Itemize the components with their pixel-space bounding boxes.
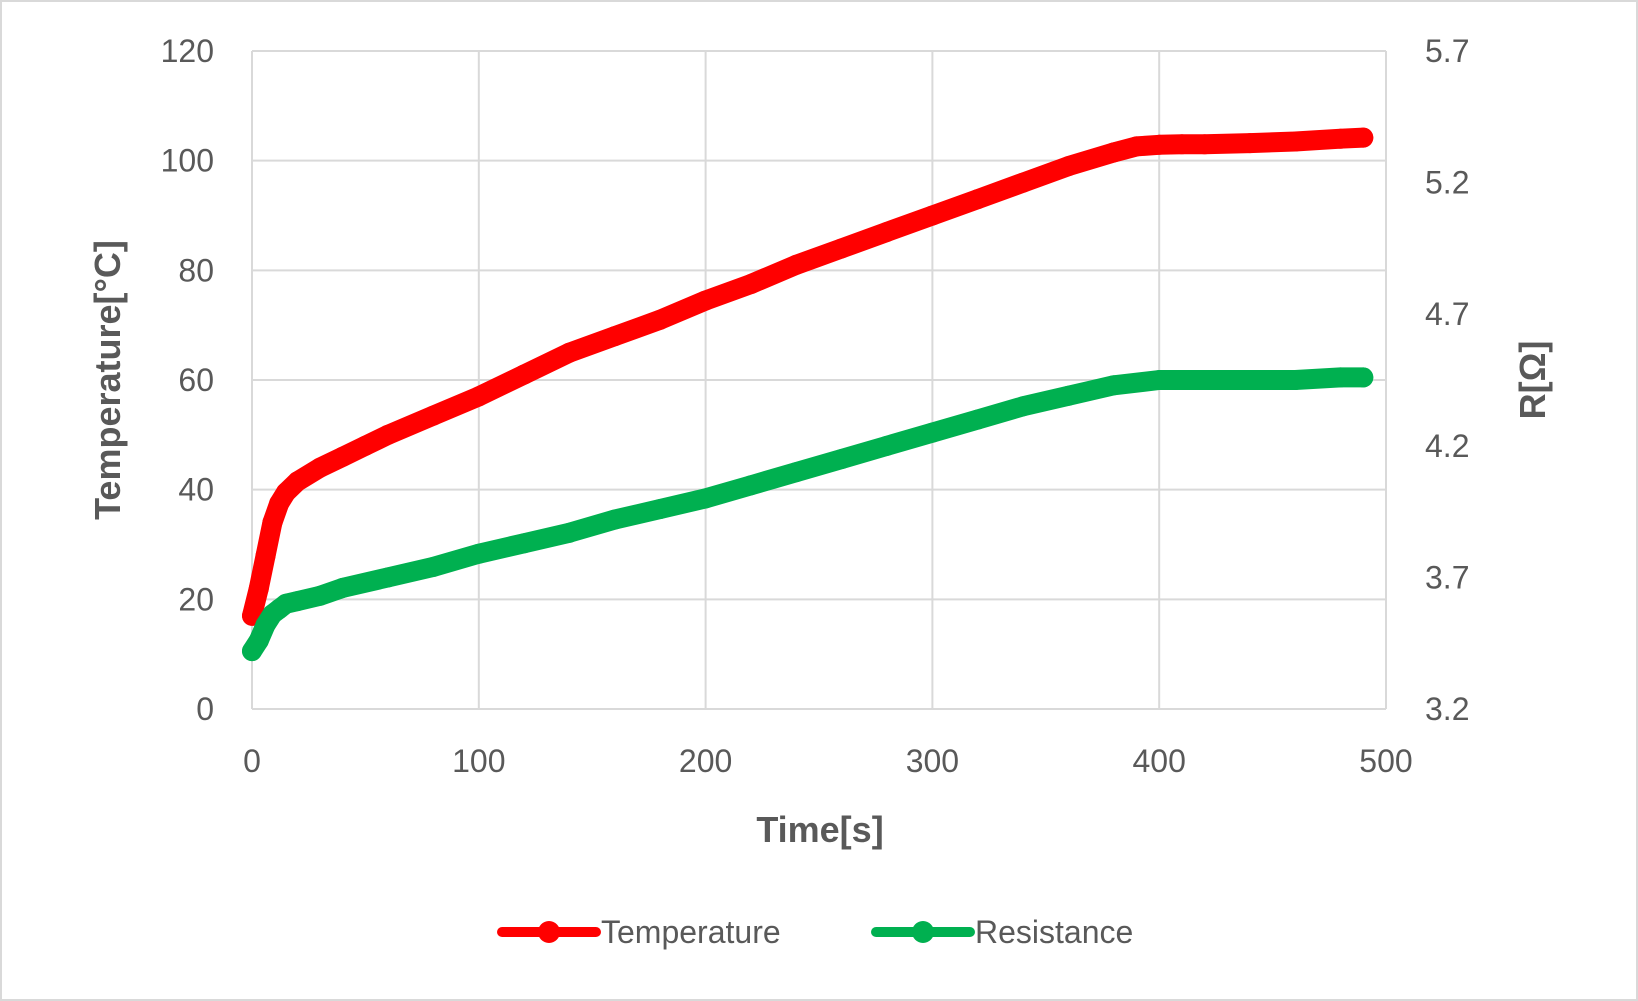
data-point-temperature xyxy=(332,446,353,467)
y2-tick-label: 5.7 xyxy=(1425,33,1469,69)
series-layer xyxy=(242,127,1374,662)
legend-marker-temperature xyxy=(538,921,560,943)
data-point-temperature xyxy=(248,578,269,599)
data-point-temperature xyxy=(1013,172,1034,193)
y2-tick-label: 5.2 xyxy=(1425,165,1469,201)
data-point-resistance xyxy=(650,499,671,519)
data-point-temperature xyxy=(650,309,671,330)
y-tick-label: 60 xyxy=(178,362,214,398)
data-point-temperature xyxy=(922,205,943,226)
data-point-resistance xyxy=(1194,370,1215,390)
data-point-resistance xyxy=(741,475,761,496)
data-point-resistance xyxy=(559,522,580,543)
legend-marker-resistance xyxy=(912,921,934,943)
legend-label-temperature: Temperature xyxy=(601,914,781,950)
x-tick-label: 300 xyxy=(906,743,959,779)
y-tick-label: 120 xyxy=(161,33,214,69)
data-point-resistance xyxy=(1013,396,1034,417)
data-point-temperature xyxy=(967,189,988,210)
data-point-temperature xyxy=(695,290,716,311)
data-point-resistance xyxy=(1353,367,1374,388)
data-point-temperature xyxy=(786,254,807,275)
data-point-resistance xyxy=(604,509,625,530)
data-point-resistance xyxy=(1149,370,1170,390)
data-point-temperature xyxy=(1126,136,1147,157)
data-point-resistance xyxy=(695,488,716,509)
data-point-resistance xyxy=(378,567,399,588)
data-point-resistance xyxy=(332,577,353,598)
data-point-resistance xyxy=(514,533,535,554)
data-point-temperature xyxy=(741,274,761,294)
y2-tick-label: 4.2 xyxy=(1425,428,1469,464)
legend-label-resistance: Resistance xyxy=(975,914,1133,950)
y2-tick-label: 3.2 xyxy=(1425,691,1469,727)
data-point-temperature xyxy=(831,238,852,259)
y-tick-label: 100 xyxy=(161,143,214,179)
data-point-resistance xyxy=(1239,370,1260,390)
data-point-temperature xyxy=(1171,134,1192,155)
data-point-resistance xyxy=(310,585,330,606)
x-axis-ticks: 0 100 200 300 400 500 xyxy=(243,743,1413,779)
data-point-resistance xyxy=(468,543,489,564)
data-point-temperature xyxy=(262,512,283,533)
x-tick-label: 0 xyxy=(243,743,261,779)
data-point-resistance xyxy=(967,409,988,430)
y-tick-label: 0 xyxy=(196,691,214,727)
data-point-resistance xyxy=(1058,385,1079,406)
data-point-temperature xyxy=(423,405,444,426)
x-tick-label: 500 xyxy=(1359,743,1412,779)
legend-item-resistance: Resistance xyxy=(871,914,1133,950)
y-tick-label: 20 xyxy=(178,581,214,617)
x-tick-label: 100 xyxy=(452,743,505,779)
data-point-temperature xyxy=(355,435,376,456)
x-axis-title: Time[s] xyxy=(756,809,883,850)
y2-tick-label: 3.7 xyxy=(1425,559,1469,595)
y2-tick-label: 4.7 xyxy=(1425,296,1469,332)
data-point-temperature xyxy=(1194,134,1215,155)
y-axis-left-title: Temperature[°C] xyxy=(87,240,128,520)
y-axis-right-ticks: 3.2 3.7 4.2 4.7 5.2 5.7 xyxy=(1425,33,1469,727)
data-point-temperature xyxy=(559,342,580,363)
data-point-temperature xyxy=(1353,127,1374,148)
data-point-temperature xyxy=(877,221,897,242)
data-point-temperature xyxy=(468,386,489,407)
data-point-resistance xyxy=(1103,375,1124,396)
y-axis-right-title: R[Ω] xyxy=(1512,341,1553,420)
data-point-temperature xyxy=(1058,156,1079,177)
gridlines xyxy=(251,50,1387,710)
y-tick-label: 80 xyxy=(178,252,214,288)
data-point-resistance xyxy=(287,591,308,612)
data-point-resistance xyxy=(248,630,269,651)
y-tick-label: 40 xyxy=(178,472,214,508)
data-point-temperature xyxy=(310,457,330,478)
data-point-temperature xyxy=(255,545,276,566)
data-point-resistance xyxy=(922,422,943,443)
data-point-resistance xyxy=(1285,370,1306,390)
data-point-resistance xyxy=(877,435,897,456)
legend: Temperature Resistance xyxy=(497,914,1133,950)
data-point-temperature xyxy=(514,364,535,385)
x-tick-label: 200 xyxy=(679,743,732,779)
data-point-temperature xyxy=(378,424,399,445)
data-point-resistance xyxy=(1330,367,1351,388)
data-point-resistance xyxy=(786,462,807,483)
y-axis-left-ticks: 0 20 40 60 80 100 120 xyxy=(161,33,214,727)
data-point-temperature xyxy=(604,326,625,347)
data-point-temperature xyxy=(1330,128,1351,149)
data-point-temperature xyxy=(1103,142,1124,163)
data-point-resistance xyxy=(423,556,444,577)
data-point-temperature xyxy=(287,471,308,492)
data-point-temperature xyxy=(1149,134,1170,155)
data-point-temperature xyxy=(1285,131,1306,152)
data-point-resistance xyxy=(831,449,852,469)
x-tick-label: 400 xyxy=(1133,743,1186,779)
legend-item-temperature: Temperature xyxy=(497,914,781,950)
data-point-temperature xyxy=(1239,133,1260,154)
